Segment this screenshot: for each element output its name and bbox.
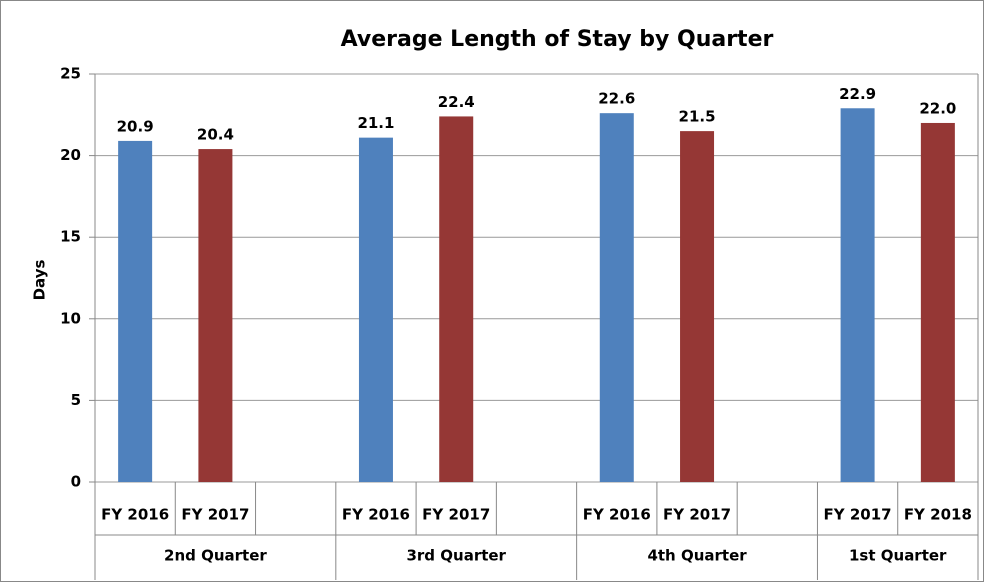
value-label: 22.4: [438, 93, 475, 111]
x-tick-label: FY 2017: [824, 506, 892, 524]
group-label: 2nd Quarter: [164, 547, 267, 565]
x-tick-label: FY 2017: [181, 506, 249, 524]
value-label: 22.0: [919, 99, 956, 117]
y-axis-label: Days: [31, 260, 49, 301]
x-tick-label: FY 2017: [663, 506, 731, 524]
y-tick-label: 10: [60, 309, 81, 327]
value-label: 21.1: [357, 114, 394, 132]
y-tick-label: 0: [71, 473, 81, 491]
x-tick-label: FY 2016: [342, 506, 410, 524]
x-tick-label: FY 2017: [422, 506, 490, 524]
bar: [118, 140, 153, 483]
y-tick-label: 5: [71, 391, 81, 409]
y-tick-label: 25: [60, 65, 81, 83]
group-label: 3rd Quarter: [406, 547, 506, 565]
y-tick-label: 20: [60, 146, 81, 164]
value-label: 21.5: [679, 108, 716, 126]
group-label: 4th Quarter: [647, 547, 747, 565]
x-tick-label: FY 2016: [583, 506, 651, 524]
value-label: 22.9: [839, 85, 876, 103]
x-tick-label: FY 2018: [904, 506, 972, 524]
bar: [358, 137, 393, 482]
x-tick-label: FY 2016: [101, 506, 169, 524]
bar: [599, 113, 634, 482]
bar: [439, 116, 474, 482]
value-label: 20.9: [117, 117, 154, 135]
value-label: 22.6: [598, 90, 635, 108]
value-label: 20.4: [197, 126, 234, 144]
bar: [680, 131, 715, 482]
bar: [920, 122, 955, 483]
bar: [840, 108, 875, 482]
chart-title: Average Length of Stay by Quarter: [341, 27, 774, 52]
bar: [198, 149, 233, 482]
group-label: 1st Quarter: [849, 547, 947, 565]
y-tick-label: 15: [60, 228, 81, 246]
